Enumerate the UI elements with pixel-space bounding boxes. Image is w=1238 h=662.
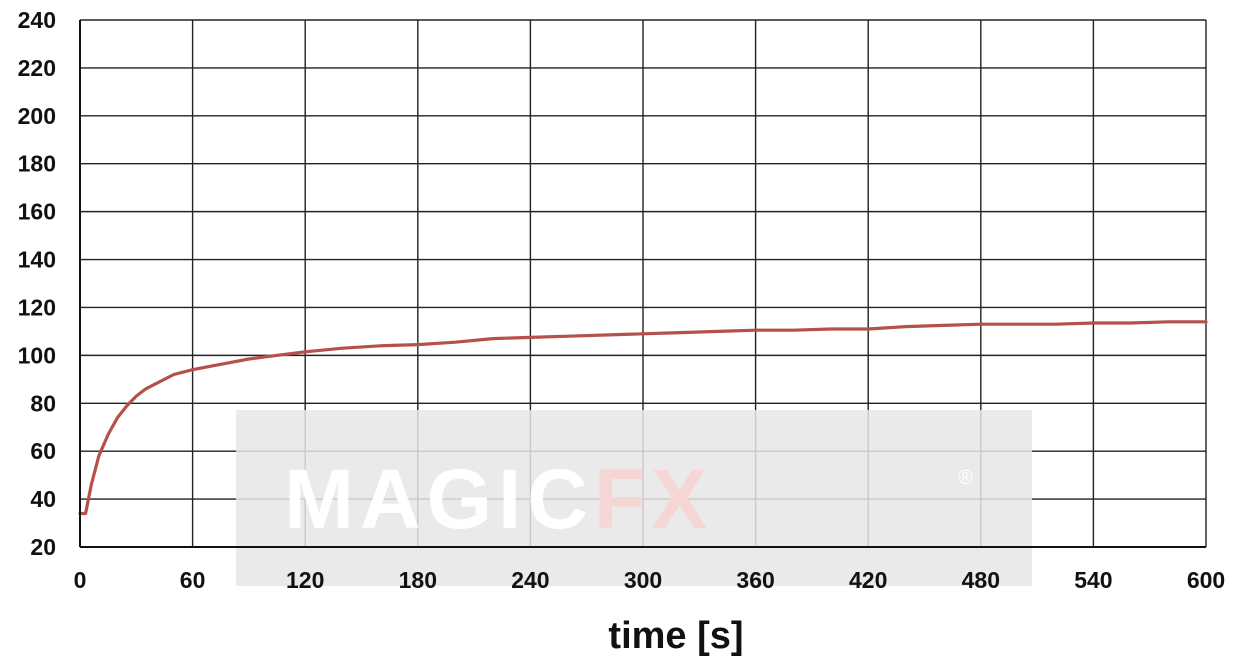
- x-tick-label: 60: [180, 567, 206, 593]
- y-tick-label: 80: [30, 390, 56, 416]
- y-tick-label: 180: [18, 151, 56, 177]
- y-tick-label: 220: [18, 55, 56, 81]
- y-tick-label: 160: [18, 199, 56, 225]
- watermark-main-text: MAGIC: [284, 452, 594, 546]
- y-tick-label: 60: [30, 438, 56, 464]
- watermark-accent-text: FX: [594, 452, 713, 546]
- x-tick-label: 0: [74, 567, 87, 593]
- watermark-registered-mark: ®: [958, 467, 973, 489]
- watermark-logo: MAGICFX: [284, 452, 713, 546]
- tick-labels: 0 60 120 180 240 300 360 420 480 540 600 20 40 60 80 10…: [18, 7, 1226, 593]
- x-tick-label: 240: [511, 567, 549, 593]
- y-tick-label: 40: [30, 486, 56, 512]
- y-tick-label: 100: [18, 342, 56, 368]
- x-tick-label: 180: [399, 567, 437, 593]
- x-tick-label: 480: [962, 567, 1000, 593]
- x-tick-label: 300: [624, 567, 662, 593]
- x-tick-label: 540: [1074, 567, 1112, 593]
- series-group: [78, 320, 1208, 516]
- x-tick-label: 120: [286, 567, 324, 593]
- x-tick-label: 360: [736, 567, 774, 593]
- x-tick-label: 420: [849, 567, 887, 593]
- y-tick-label: 200: [18, 103, 56, 129]
- axes: [79, 20, 1206, 548]
- x-axis-label: time [s]: [608, 615, 743, 657]
- y-tick-label: 20: [30, 534, 56, 560]
- watermark: MAGICFX ®: [236, 410, 1032, 586]
- y-tick-label: 120: [18, 294, 56, 320]
- y-tick-label: 240: [18, 7, 56, 33]
- watermark-band: [236, 410, 1032, 586]
- series-line: [78, 320, 1208, 516]
- x-tick-label: 600: [1187, 567, 1225, 593]
- y-tick-label: 140: [18, 247, 56, 273]
